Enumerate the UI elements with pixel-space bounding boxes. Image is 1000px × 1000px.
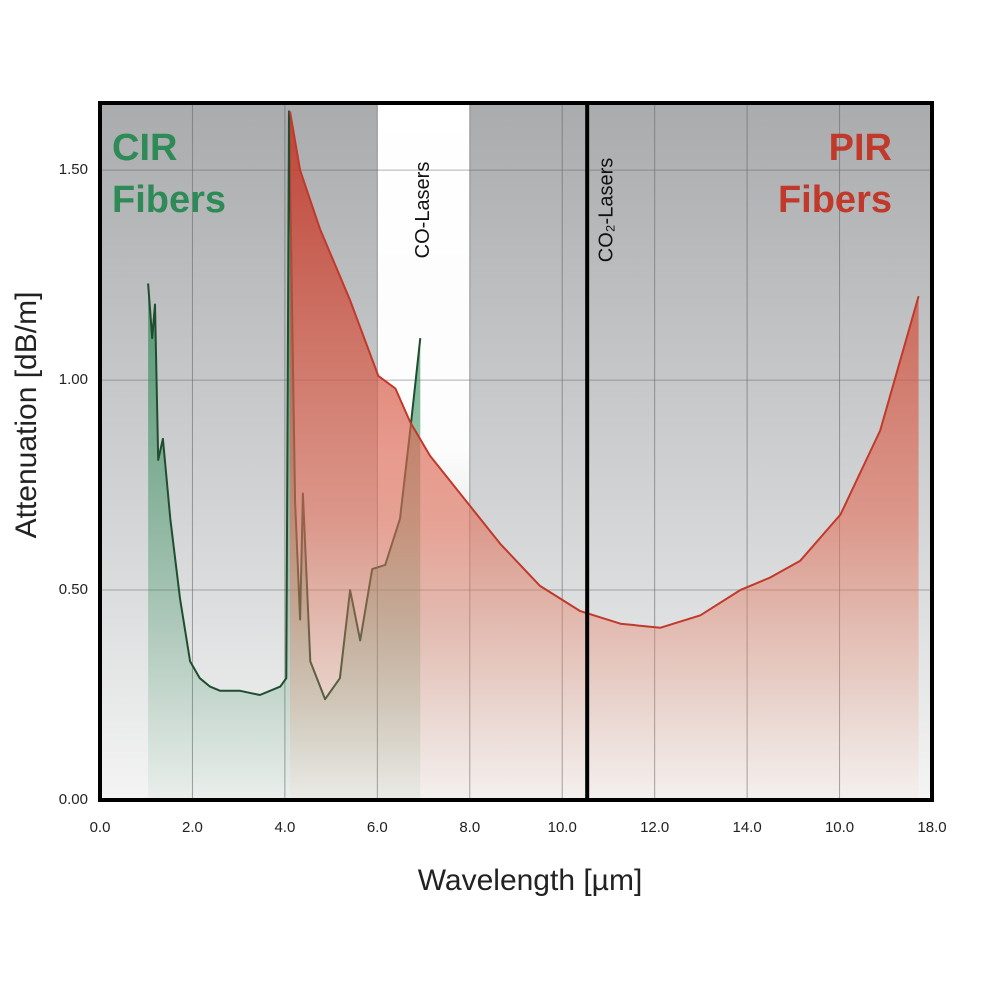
x-tick-label: 10.0: [548, 819, 577, 836]
x-tick-label: 14.0: [733, 819, 762, 836]
x-tick-label: 12.0: [640, 819, 669, 836]
series-label: CIR: [112, 127, 177, 169]
y-tick-label: 0.00: [59, 791, 88, 808]
x-tick-label: 0.0: [90, 819, 111, 836]
y-tick-label: 1.50: [59, 161, 88, 178]
series-label: Fibers: [112, 179, 226, 221]
series-line: [289, 111, 920, 629]
x-tick-label: 8.0: [459, 819, 480, 836]
series-label: PIR: [829, 127, 892, 169]
x-tick-label: 6.0: [367, 819, 388, 836]
x-tick-label: 2.0: [182, 819, 203, 836]
series-area: [290, 111, 919, 800]
plot-frame: [98, 101, 934, 802]
y-axis-title: Attenuation [dB/m]: [10, 292, 43, 539]
series-label: Fibers: [778, 179, 892, 221]
y-tick-label: 1.00: [59, 371, 88, 388]
y-tick-label: 0.50: [59, 581, 88, 598]
x-tick-label: 4.0: [274, 819, 295, 836]
x-axis-title: Wavelength [µm]: [418, 864, 643, 897]
x-tick-label: 10.0: [825, 819, 854, 836]
x-tick-label: 18.0: [917, 819, 946, 836]
co2-laser-label: CO₂-Lasers: [595, 158, 617, 262]
co-laser-label: CO-Lasers: [412, 162, 434, 259]
